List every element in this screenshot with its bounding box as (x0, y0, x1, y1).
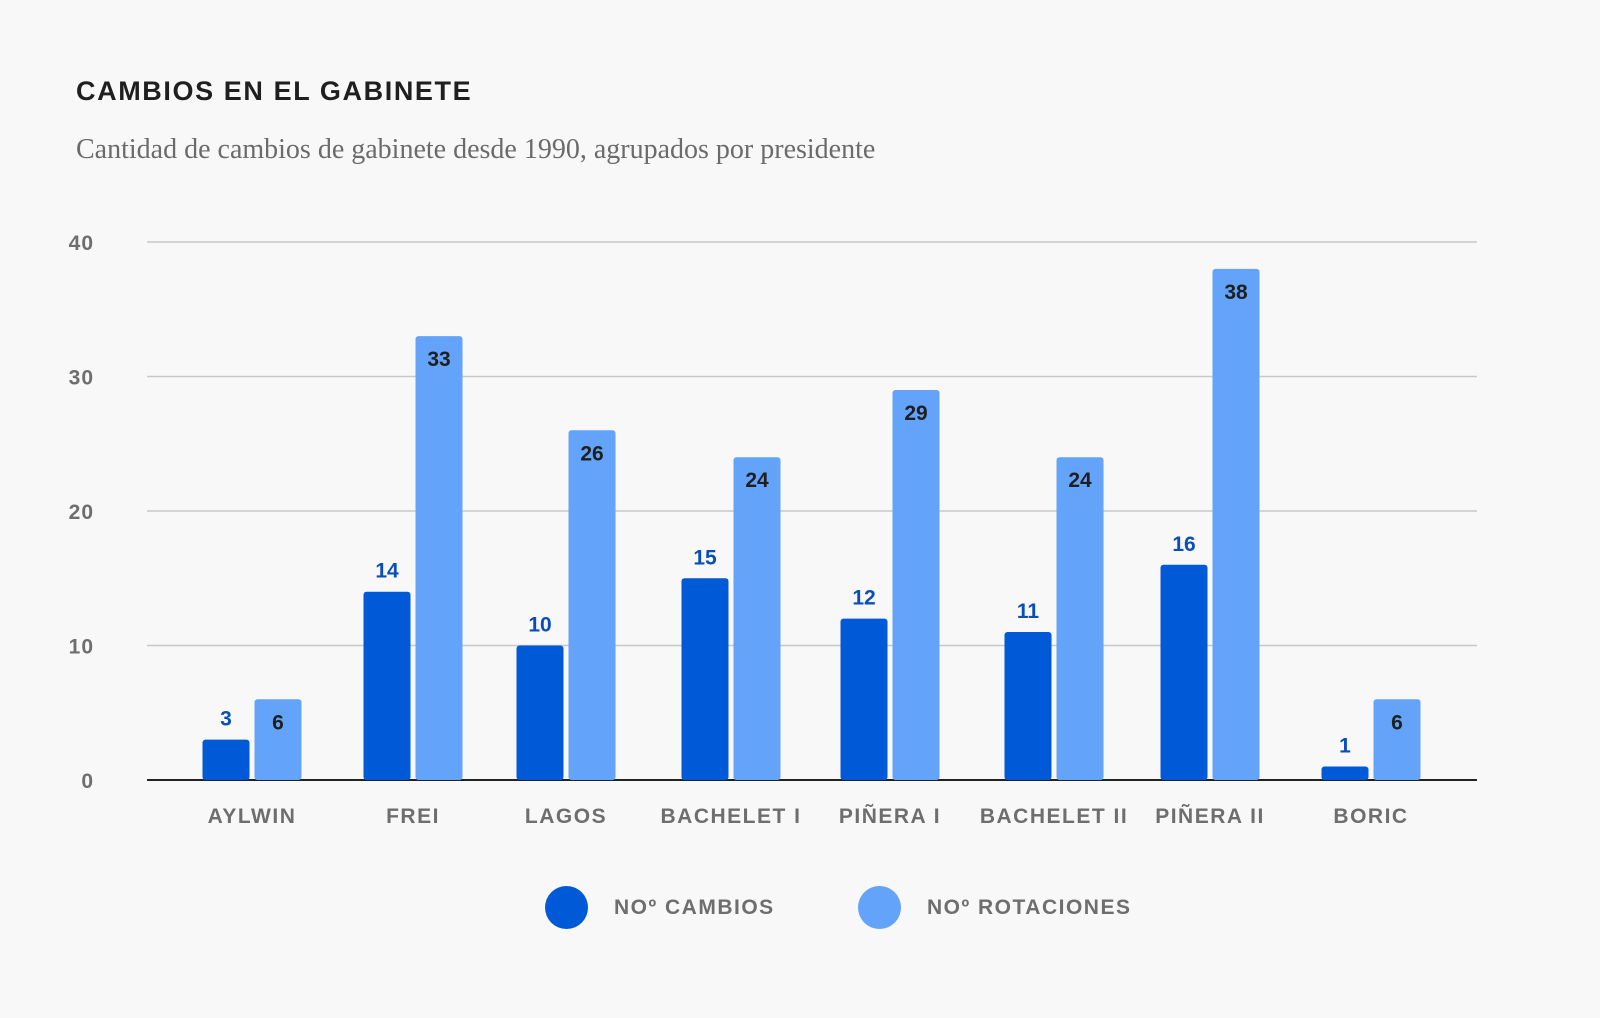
y-tick-label: 40 (69, 232, 94, 255)
data-label-cambios: 10 (528, 614, 551, 637)
y-tick-label: 20 (69, 501, 94, 524)
data-label-rotaciones: 24 (1068, 469, 1092, 492)
bar-cambios (516, 645, 564, 780)
legend-swatch-rotaciones (858, 886, 901, 929)
x-tick-label: PIÑERA I (839, 805, 941, 828)
legend-swatch-cambios (545, 886, 588, 929)
bar-cambios (363, 591, 411, 780)
data-label-cambios: 15 (693, 546, 717, 569)
data-label-rotaciones: 24 (745, 469, 769, 492)
bar-cambios (681, 578, 729, 780)
chart-subtitle: Cantidad de cambios de gabinete desde 19… (76, 134, 876, 165)
data-label-cambios: 12 (852, 587, 875, 610)
x-tick-label: BACHELET II (980, 805, 1128, 828)
data-label-cambios: 3 (220, 708, 232, 731)
bar-rotaciones (892, 389, 940, 780)
bar-rotaciones (733, 457, 781, 780)
bar-cambios (840, 618, 888, 780)
data-label-rotaciones: 26 (580, 442, 603, 465)
chart-title: CAMBIOS EN EL GABINETE (76, 76, 473, 106)
legend-item-cambios: NOº CAMBIOS (545, 886, 775, 929)
data-label-cambios: 11 (1017, 600, 1040, 623)
data-label-cambios: 16 (1172, 533, 1195, 556)
bar-rotaciones (1056, 457, 1104, 780)
bar-cambios (1321, 766, 1369, 780)
bar-rotaciones (254, 699, 302, 780)
x-tick-label: FREI (386, 805, 440, 828)
chart-legend: NOº CAMBIOS NOº ROTACIONES (0, 886, 1600, 936)
data-label-rotaciones: 38 (1224, 281, 1248, 304)
data-label-rotaciones: 29 (904, 402, 927, 425)
data-label-cambios: 14 (375, 560, 399, 583)
x-tick-label: BORIC (1333, 805, 1408, 828)
bar-rotaciones (1373, 699, 1421, 780)
x-tick-label: PIÑERA II (1155, 805, 1265, 828)
legend-label-cambios: NOº CAMBIOS (614, 895, 775, 919)
bar-rotaciones (415, 336, 463, 780)
bar-cambios (1004, 632, 1052, 780)
legend-label-rotaciones: NOº ROTACIONES (927, 895, 1132, 919)
data-label-rotaciones: 6 (272, 711, 284, 734)
bar-rotaciones (568, 430, 616, 780)
y-tick-label: 10 (69, 636, 94, 659)
bar-rotaciones (1212, 268, 1260, 780)
y-tick-label: 30 (69, 367, 94, 390)
x-tick-label: BACHELET I (661, 805, 802, 828)
bar-cambios (1160, 564, 1208, 780)
data-label-cambios: 1 (1339, 735, 1351, 758)
data-label-rotaciones: 6 (1391, 711, 1403, 734)
legend-item-rotaciones: NOº ROTACIONES (858, 886, 1131, 929)
data-label-rotaciones: 33 (427, 348, 450, 371)
bar-cambios (202, 739, 250, 780)
y-tick-label: 0 (81, 770, 94, 793)
x-tick-label: LAGOS (525, 805, 607, 828)
x-tick-label: AYLWIN (208, 805, 297, 828)
